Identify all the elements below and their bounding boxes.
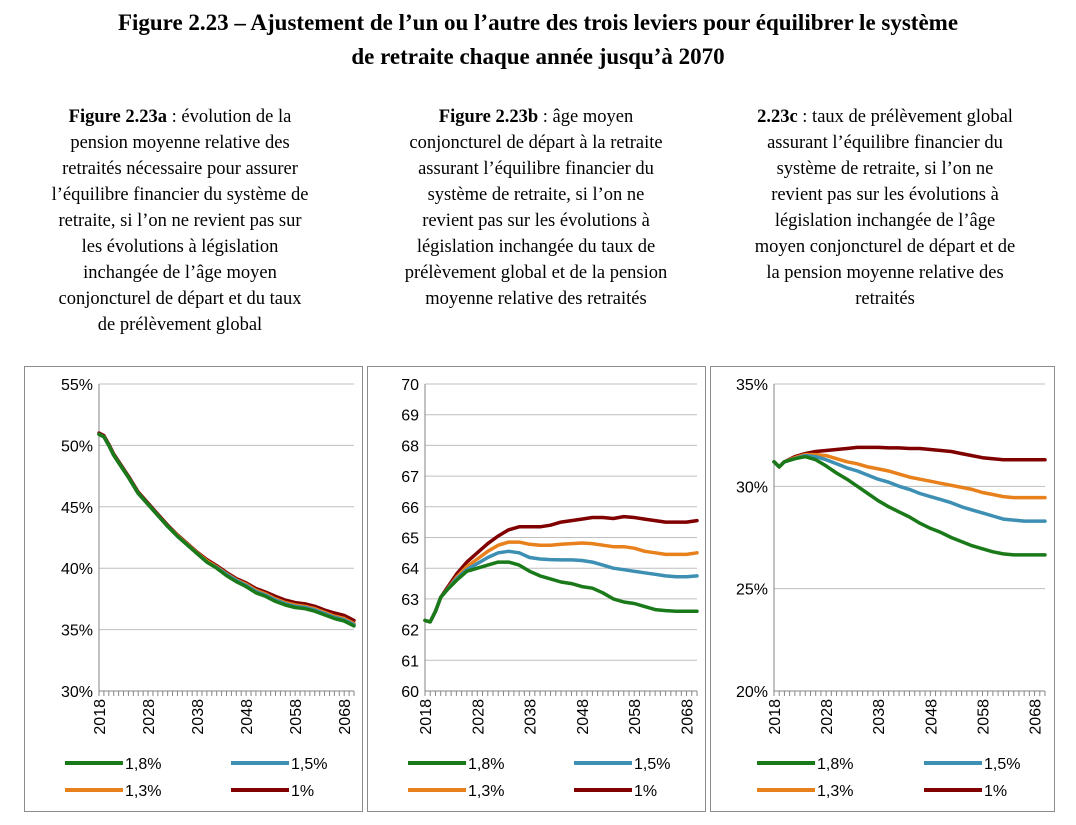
page-title-line-1: Figure 2.23 – Ajustement de l’un ou l’au… xyxy=(117,10,959,35)
y-tick-label: 50% xyxy=(61,438,93,455)
caption-line: conjoncturel de départ et du taux xyxy=(58,289,302,309)
caption-2-23c: 2.23c : taux de prélèvement global assur… xyxy=(712,104,1058,312)
y-tick-label: 30% xyxy=(61,684,93,701)
caption-2-23a: Figure 2.23a : évolution de la pension m… xyxy=(10,104,350,338)
legend-label: 1,8% xyxy=(468,756,504,773)
caption-line: législation inchangée du taux de xyxy=(416,237,656,257)
y-tick-label: 40% xyxy=(61,561,93,578)
caption-line: retraite, si l’on ne revient pas sur xyxy=(58,211,302,231)
x-tick-label: 2048 xyxy=(575,699,592,735)
caption-line: conjoncturel de départ à la retraite xyxy=(409,133,663,153)
legend-label: 1,8% xyxy=(125,756,161,773)
y-tick-label: 45% xyxy=(61,500,93,517)
caption-bold: Figure 2.23a xyxy=(68,107,167,127)
legend-label: 1,8% xyxy=(817,756,853,773)
x-tick-label: 2058 xyxy=(627,699,644,735)
y-tick-label: 60 xyxy=(401,684,419,701)
legend-label: 1,3% xyxy=(125,783,161,800)
caption-line: moyen conjoncturel de départ et de xyxy=(754,237,1016,257)
x-tick-label: 2028 xyxy=(470,699,487,735)
y-tick-label: 35% xyxy=(61,623,93,640)
x-tick-label: 2048 xyxy=(239,699,256,735)
y-tick-label: 64 xyxy=(401,561,419,578)
caption-line: législation inchangée de l’âge xyxy=(774,211,996,231)
chart-panel-age: 60 61 62 63 64 65 66 67 68 69 70 2018 2028 2038 2048 20… xyxy=(367,366,706,812)
caption-line: l’équilibre financier du système de xyxy=(51,185,309,205)
caption-line: assurant l’équilibre financier du xyxy=(767,133,1003,153)
caption-line: assurant l’équilibre financier du xyxy=(418,159,654,179)
page-title: Figure 2.23 – Ajustement de l’un ou l’au… xyxy=(0,6,1076,74)
y-tick-label: 25% xyxy=(736,582,768,599)
y-tick-label: 66 xyxy=(401,500,419,517)
caption-line: moyenne relative des retraités xyxy=(425,289,647,309)
x-tick-label: 2028 xyxy=(819,699,836,735)
x-tick-label: 2028 xyxy=(141,699,158,735)
x-tick-label: 2068 xyxy=(337,699,354,735)
legend-label: 1,5% xyxy=(984,756,1020,773)
y-tick-label: 65 xyxy=(401,531,419,548)
x-tick-label: 2018 xyxy=(92,699,109,735)
caption-line: : âge moyen xyxy=(538,107,634,127)
x-tick-label: 2018 xyxy=(767,699,784,735)
caption-line: prélèvement global et de la pension xyxy=(404,263,668,283)
series-line xyxy=(772,445,1047,469)
series-line xyxy=(423,560,699,624)
x-tick-label: 2058 xyxy=(975,699,992,735)
caption-line: les évolutions à législation xyxy=(81,237,279,257)
y-tick-label: 20% xyxy=(736,684,768,701)
legend-label: 1% xyxy=(291,783,314,800)
x-tick-label: 2058 xyxy=(288,699,305,735)
chart-panel-taux: 20% 25% 30% 35% 2018 2028 2038 2048 2058 2068 1,8%… xyxy=(710,366,1055,812)
chart-panel-pension: 30% 35% 40% 45% 50% 55% 2018 2028 2038 2048 2058 20… xyxy=(24,366,363,812)
caption-line: : taux de prélèvement global xyxy=(797,107,1013,127)
caption-line: revient pas sur les évolutions à xyxy=(422,211,650,231)
series-line xyxy=(97,431,356,623)
caption-line: retraités nécessaire pour assurer xyxy=(62,159,298,179)
series-line xyxy=(97,432,356,627)
chart-pension-moyenne: 30% 35% 40% 45% 50% 55% 2018 2028 2038 2048 2058 20… xyxy=(61,377,356,800)
x-tick-label: 2068 xyxy=(680,699,697,735)
chart-age-depart: 60 61 62 63 64 65 66 67 68 69 70 2018 2028 2038 2048 20… xyxy=(401,377,699,800)
caption-bold: 2.23c xyxy=(757,107,798,127)
legend-label: 1% xyxy=(984,783,1007,800)
legend-label: 1,3% xyxy=(468,783,504,800)
caption-2-23b: Figure 2.23b : âge moyen conjoncturel de… xyxy=(366,104,706,312)
y-tick-label: 55% xyxy=(61,377,93,394)
caption-line: retraités xyxy=(855,289,915,309)
y-tick-label: 61 xyxy=(401,653,419,670)
page-title-line-2: de retraite chaque année jusqu’à 2070 xyxy=(351,44,725,69)
y-tick-label: 35% xyxy=(736,377,768,394)
x-tick-label: 2068 xyxy=(1028,699,1045,735)
caption-line: système de retraite, si l’on ne xyxy=(776,159,994,179)
x-tick-label: 2018 xyxy=(418,699,435,735)
legend-label: 1,5% xyxy=(291,756,327,773)
chart-taux-prelevement: 20% 25% 30% 35% 2018 2028 2038 2048 2058 2068 1,8%… xyxy=(736,377,1047,800)
caption-line: système de retraite, si l’on ne xyxy=(427,185,645,205)
series-line xyxy=(97,432,356,628)
y-tick-label: 63 xyxy=(401,592,419,609)
series-line xyxy=(772,453,1047,523)
legend-label: 1,5% xyxy=(634,756,670,773)
series-line xyxy=(97,432,356,626)
y-tick-label: 69 xyxy=(401,408,419,425)
x-tick-label: 2038 xyxy=(190,699,207,735)
caption-line: revient pas sur les évolutions à xyxy=(771,185,999,205)
y-tick-label: 70 xyxy=(401,377,419,394)
y-tick-label: 62 xyxy=(401,623,419,640)
x-tick-label: 2038 xyxy=(871,699,888,735)
y-tick-label: 67 xyxy=(401,469,419,486)
caption-line: : évolution de la xyxy=(166,107,292,127)
caption-line: la pension moyenne relative des xyxy=(766,263,1004,283)
legend-label: 1% xyxy=(634,783,657,800)
y-tick-label: 68 xyxy=(401,438,419,455)
caption-line: inchangée de l’âge moyen xyxy=(83,263,277,283)
series-line xyxy=(772,454,1047,557)
caption-bold: Figure 2.23b xyxy=(438,107,539,127)
caption-line: pension moyenne relative des xyxy=(70,133,290,153)
x-tick-label: 2038 xyxy=(523,699,540,735)
y-tick-label: 30% xyxy=(736,479,768,496)
x-tick-label: 2048 xyxy=(923,699,940,735)
caption-line: de prélèvement global xyxy=(97,315,263,335)
legend-label: 1,3% xyxy=(817,783,853,800)
